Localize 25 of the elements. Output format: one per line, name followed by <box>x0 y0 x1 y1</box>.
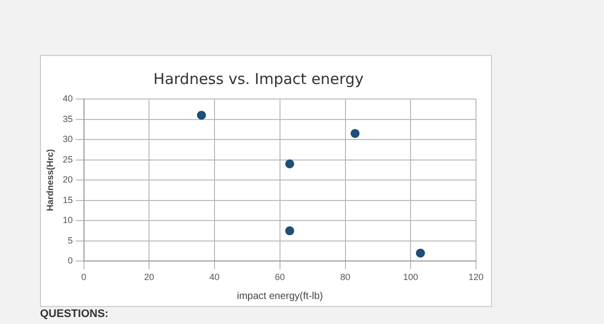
x-tick-label: 60 <box>274 272 285 282</box>
point <box>196 110 206 120</box>
y-tick-label: 5 <box>68 235 73 246</box>
y-tick-label: 25 <box>62 154 73 164</box>
y-tick-label: 30 <box>62 134 73 144</box>
y-axis-title: Hardness(Hrc) <box>44 149 55 212</box>
x-tick-label: 80 <box>340 272 350 282</box>
x-tick-label: 100 <box>403 272 418 282</box>
x-tick-label: 120 <box>468 272 484 282</box>
text: QUESTIONS: <box>40 308 108 320</box>
x-tick-label: 20 <box>144 272 154 282</box>
y-tick-label: 10 <box>62 215 73 226</box>
point <box>285 159 294 168</box>
y-tick-label: 15 <box>62 194 73 205</box>
x-axis-title: impact energy(ft-lb) <box>236 290 323 302</box>
y-tick-label: 40 <box>62 93 73 104</box>
x-tick-label: 0 <box>81 272 86 282</box>
y-tick-label: 20 <box>62 174 73 185</box>
chart-title: Hardness vs. Impact energy <box>153 70 364 88</box>
point <box>285 226 294 236</box>
point <box>350 128 360 138</box>
y-tick-label: 0 <box>68 256 73 266</box>
x-tick-label: 40 <box>210 272 220 282</box>
y-tick-label: 35 <box>62 114 73 124</box>
point <box>416 248 425 258</box>
